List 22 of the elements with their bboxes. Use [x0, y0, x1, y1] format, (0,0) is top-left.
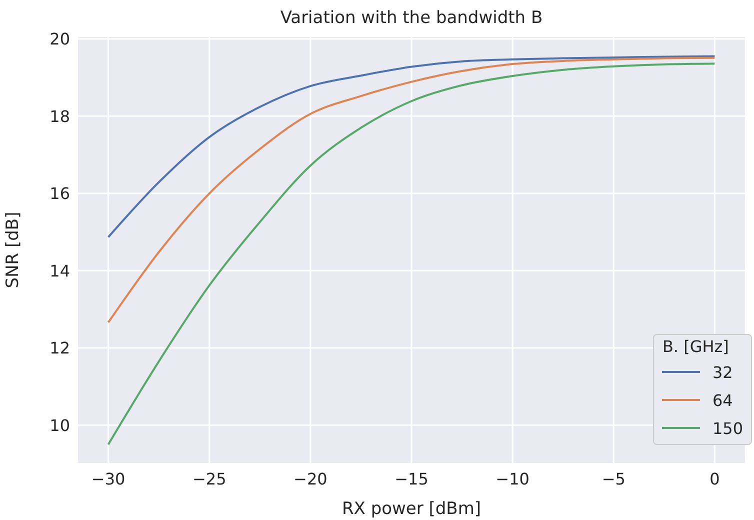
x-tick-label: −10	[496, 469, 530, 488]
x-tick-label: −20	[294, 469, 328, 488]
y-axis-title: SNR [dB]	[3, 212, 24, 288]
legend-title: B. [GHz]	[662, 337, 730, 356]
y-tick-label: 18	[50, 106, 70, 126]
y-tick-label: 16	[50, 184, 70, 204]
x-axis-title: RX power [dBm]	[342, 499, 482, 519]
y-tick-label: 14	[50, 261, 70, 280]
x-tick-label: −25	[192, 469, 226, 488]
y-tick-label: 12	[50, 338, 70, 358]
y-tick-label: 20	[50, 30, 70, 49]
line-series	[107, 55, 716, 238]
y-tick-label: 10	[50, 416, 70, 435]
x-tick-label: −30	[91, 469, 126, 488]
x-tick-label: −15	[394, 469, 428, 488]
legend-label: 32	[712, 362, 733, 382]
x-tick-label: 0	[710, 469, 720, 488]
x-tick-label: −5	[602, 469, 626, 488]
legend-label: 150	[712, 418, 743, 438]
legend-label: 64	[712, 390, 733, 410]
line-series	[107, 56, 716, 324]
chart-title: Variation with the bandwidth B	[279, 8, 544, 28]
